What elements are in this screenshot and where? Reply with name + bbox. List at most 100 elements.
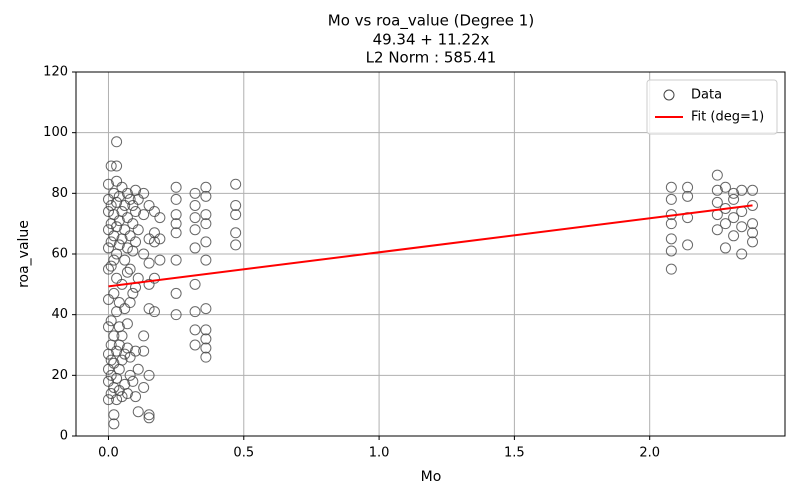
data-point [200, 236, 212, 248]
data-point [132, 193, 144, 205]
data-point [121, 388, 133, 400]
data-point [170, 309, 182, 321]
data-point [189, 339, 201, 351]
data-point [127, 375, 139, 387]
data-point [230, 178, 242, 190]
data-point [116, 330, 128, 342]
data-point [102, 375, 114, 387]
data-point [116, 206, 128, 218]
data-point [111, 221, 123, 233]
data-point [105, 315, 117, 327]
data-point [127, 218, 139, 230]
data-point [143, 199, 155, 211]
data-point [105, 388, 117, 400]
chart-title: Mo vs roa_value (Degree 1) [328, 12, 534, 31]
legend-swatch [663, 89, 675, 101]
data-point [189, 224, 201, 236]
data-point [154, 212, 166, 224]
data-point [154, 233, 166, 245]
data-point [102, 224, 114, 236]
data-point [736, 221, 748, 233]
data-point [119, 254, 131, 266]
data-point [121, 266, 133, 278]
data-point [148, 206, 160, 218]
data-point [728, 187, 740, 199]
data-point [230, 227, 242, 239]
data-point [719, 242, 731, 254]
data-point [230, 209, 242, 221]
y-axis-label: roa_value [16, 220, 32, 288]
data-point [102, 206, 114, 218]
data-point [719, 218, 731, 230]
data-point [747, 236, 759, 248]
data-point [189, 278, 201, 290]
data-point [108, 357, 120, 369]
data-point [108, 209, 120, 221]
data-point [230, 239, 242, 251]
data-point [121, 187, 133, 199]
chart-subtitle: 49.34 + 11.22x [373, 31, 490, 49]
data-point [682, 239, 694, 251]
data-point [200, 333, 212, 345]
data-point [728, 193, 740, 205]
data-point [102, 242, 114, 254]
data-point [170, 193, 182, 205]
data-point [124, 193, 136, 205]
data-point [124, 369, 136, 381]
x-tick-label: 2.0 [639, 446, 660, 461]
data-point [111, 196, 123, 208]
data-point [148, 236, 160, 248]
x-tick-label: 1.0 [369, 446, 390, 461]
data-point [116, 181, 128, 193]
y-tick-label: 40 [51, 307, 68, 322]
data-point [130, 236, 142, 248]
data-point [113, 385, 125, 396]
x-axis-label: Mo [421, 469, 442, 485]
data-point [170, 227, 182, 239]
data-point [102, 193, 114, 205]
data-point [102, 263, 114, 275]
data-point [108, 418, 120, 430]
data-point [682, 190, 694, 202]
data-point [148, 272, 160, 284]
fit-line [108, 204, 753, 288]
data-point [113, 363, 125, 375]
data-point [719, 181, 731, 193]
legend-label: Fit (deg=1) [691, 110, 764, 125]
data-point [116, 354, 128, 366]
data-point [170, 209, 182, 221]
data-point [108, 287, 120, 299]
data-point [747, 227, 759, 239]
data-point [736, 184, 748, 196]
data-point [665, 218, 677, 230]
data-point [102, 394, 114, 406]
data-point [143, 409, 155, 421]
y-tick-label: 20 [51, 368, 68, 383]
y-tick-label: 80 [51, 186, 68, 201]
data-point [111, 175, 123, 187]
data-point [665, 193, 677, 205]
y-tick-label: 60 [51, 247, 68, 262]
data-point [138, 209, 150, 221]
data-point [148, 306, 160, 318]
y-tick-label: 120 [43, 65, 68, 80]
data-point [189, 187, 201, 199]
data-point [200, 351, 212, 363]
data-point [747, 184, 759, 196]
data-point [132, 224, 144, 236]
data-point [105, 260, 117, 272]
data-point [102, 294, 114, 305]
data-point [189, 324, 201, 336]
data-point [119, 199, 131, 211]
data-point [121, 318, 133, 330]
data-point [127, 199, 139, 211]
data-point [189, 242, 201, 254]
data-point [143, 257, 155, 269]
data-point [170, 218, 182, 230]
data-point [138, 330, 150, 342]
data-point [728, 212, 740, 224]
data-point [154, 254, 166, 266]
data-point [200, 324, 212, 336]
data-point [124, 351, 136, 363]
